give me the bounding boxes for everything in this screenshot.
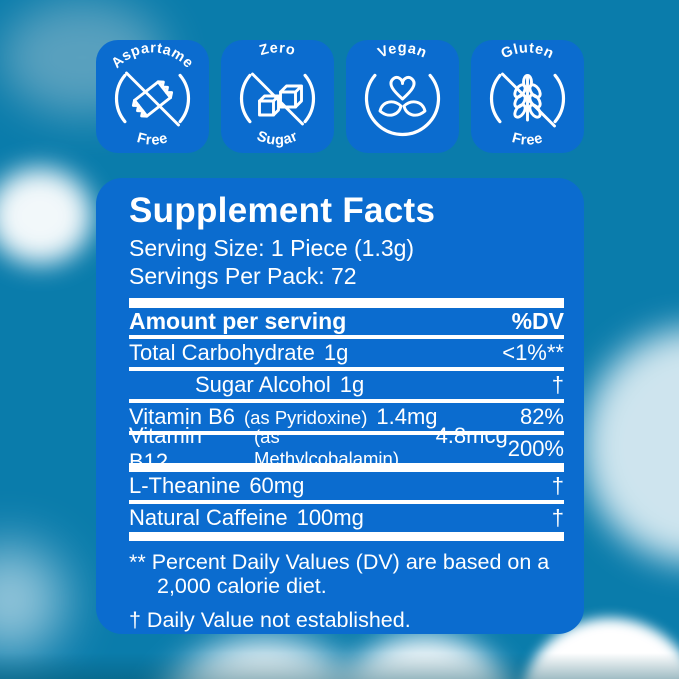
nutrient-dv: † [551, 372, 564, 397]
badge-bottom-label: Free [135, 130, 169, 149]
nutrient-name: Total Carbohydrate [129, 340, 315, 365]
zero-sugar-icon: Zero Sugar [239, 40, 316, 149]
divider [129, 399, 564, 403]
supplement-facts-panel: Supplement Facts Serving Size: 1 Piece (… [96, 178, 584, 634]
table-header-row: Amount per serving %DV [129, 308, 564, 335]
heart-leaves-icon [378, 76, 427, 117]
svg-text:Vegan: Vegan [376, 40, 430, 61]
divider-thick [129, 532, 564, 541]
sweetener-packet-icon [125, 71, 180, 127]
badge-row: Aspartame Free Zero [96, 40, 584, 153]
svg-text:Aspartame: Aspartame [109, 40, 197, 71]
svg-text:Free: Free [135, 130, 170, 149]
bottom-shade [0, 653, 679, 679]
divider-thick [129, 463, 564, 472]
table-row-vitamin-b12: Vitamin B12 (as Methylcobalamin) 4.8mcg … [129, 423, 564, 474]
aspartame-free-icon: Aspartame Free [109, 40, 197, 149]
nutrient-detail: (as Pyridoxine) [243, 407, 368, 428]
sugar-cubes-icon [251, 72, 304, 126]
table-row-sugar-alcohol: Sugar Alcohol 1g † [129, 371, 564, 399]
dv-column-label: %DV [511, 308, 564, 334]
amount-per-serving-label: Amount per serving [129, 308, 347, 334]
footnote-line: ** Percent Daily Values (DV) are based o… [129, 550, 550, 574]
table-row-l-theanine: L-Theanine 60mg † [129, 472, 564, 500]
footnote-daily-value: † Daily Value not established. [129, 608, 411, 632]
footnotes: ** Percent Daily Values (DV) are based o… [129, 550, 564, 632]
nutrient-name: Sugar Alcohol [195, 372, 331, 397]
panel-title: Supplement Facts [129, 191, 436, 230]
badge-bottom-label: Free [510, 130, 544, 149]
vegan-icon: Vegan [364, 40, 441, 137]
serving-size: Serving Size: 1 Piece (1.3g) [129, 235, 415, 261]
nutrient-dv: † [551, 505, 564, 530]
nutrient-name: L-Theanine [129, 473, 241, 498]
table-row-total-carbohydrate: Total Carbohydrate 1g <1%** [129, 339, 564, 367]
gluten-free-icon: Gluten Free [489, 40, 566, 149]
nutrient-dv: <1%** [502, 340, 564, 365]
nutrient-detail: (as Methylcobalamin) [254, 426, 399, 469]
divider [129, 367, 564, 371]
gummy-blur-circle-right [582, 328, 679, 563]
badge-top-label: Aspartame [109, 40, 196, 71]
badge-bottom-label: Sugar [255, 128, 300, 148]
table-row-vitamin-b6: Vitamin B6 (as Pyridoxine) 1.4mg 82% [129, 403, 564, 431]
divider [129, 335, 564, 339]
divider [129, 431, 564, 435]
table-row-natural-caffeine: Natural Caffeine 100mg † [129, 504, 564, 532]
gummy-blur-circle-left-bottom [0, 545, 65, 655]
nutrient-amount: 100mg [296, 505, 364, 530]
nutrient-amount: 1g [323, 340, 349, 365]
badge-top-label: Gluten [499, 40, 556, 62]
svg-text:Gluten: Gluten [499, 40, 557, 62]
divider-thick [129, 298, 564, 308]
nutrient-name: Vitamin B12 [129, 423, 202, 474]
footnote-percent-dv: ** Percent Daily Values (DV) are based o… [129, 550, 564, 598]
wheat-icon [501, 72, 556, 128]
gummy-blur-circle-left-top [0, 168, 92, 264]
nutrient-dv: 200% [507, 436, 564, 461]
nutrient-name: Vitamin B6 [129, 404, 235, 429]
divider [129, 500, 564, 504]
nutrient-amount: 4.8mcg [435, 423, 508, 448]
svg-text:Free: Free [510, 130, 545, 149]
nutrient-amount: 1g [339, 372, 365, 397]
nutrient-name: Natural Caffeine [129, 505, 288, 530]
nutrient-dv: † [551, 473, 564, 498]
badge-gluten-free: Gluten Free [471, 40, 584, 153]
badge-top-label: Zero [258, 40, 297, 59]
nutrient-amount: 1.4mg [376, 404, 438, 429]
servings-per-pack: Servings Per Pack: 72 [129, 263, 357, 289]
nutrient-dv: 82% [519, 404, 564, 429]
svg-text:Sugar: Sugar [255, 128, 301, 148]
svg-text:Zero: Zero [258, 40, 298, 59]
badge-vegan: Vegan [346, 40, 459, 153]
badge-zero-sugar: Zero Sugar [221, 40, 334, 153]
footnote-line: 2,000 calorie diet. [157, 574, 327, 598]
badge-aspartame-free: Aspartame Free [96, 40, 209, 153]
nutrient-amount: 60mg [249, 473, 305, 498]
badge-top-label: Vegan [376, 40, 429, 61]
